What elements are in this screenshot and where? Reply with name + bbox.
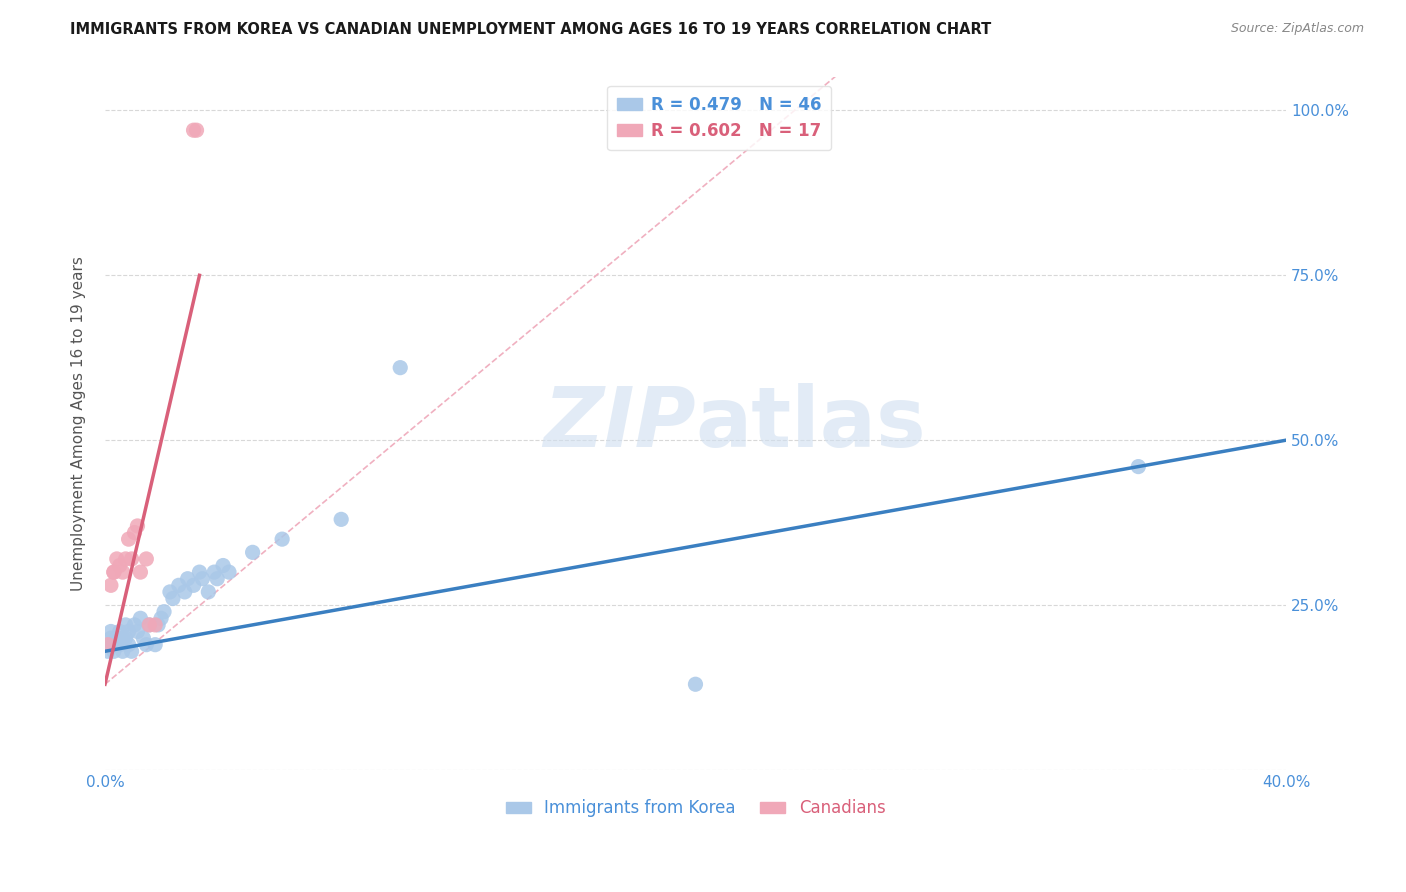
Point	[173, 585, 195, 599]
Legend: Immigrants from Korea, Canadians: Immigrants from Korea, Canadians	[499, 793, 891, 824]
Point	[183, 578, 205, 592]
Point	[105, 638, 128, 652]
Point	[1128, 459, 1150, 474]
Point	[105, 552, 128, 566]
Point	[103, 565, 125, 579]
Point	[330, 512, 353, 526]
Point	[183, 123, 205, 137]
Point	[111, 565, 134, 579]
Point	[117, 638, 139, 652]
Point	[127, 519, 149, 533]
Point	[205, 572, 228, 586]
Point	[685, 677, 707, 691]
Point	[146, 618, 169, 632]
Point	[143, 638, 166, 652]
Point	[114, 618, 136, 632]
Point	[197, 585, 219, 599]
Point	[108, 558, 131, 573]
Point	[129, 565, 152, 579]
Point	[111, 631, 134, 645]
Point	[242, 545, 264, 559]
Point	[153, 605, 176, 619]
Point	[124, 525, 146, 540]
Point	[117, 532, 139, 546]
Point	[132, 631, 155, 645]
Point	[138, 618, 160, 632]
Point	[103, 565, 125, 579]
Point	[129, 611, 152, 625]
Point	[100, 624, 122, 639]
Point	[188, 565, 211, 579]
Y-axis label: Unemployment Among Ages 16 to 19 years: Unemployment Among Ages 16 to 19 years	[72, 256, 86, 591]
Point	[121, 644, 143, 658]
Text: atlas: atlas	[696, 384, 927, 464]
Point	[97, 638, 120, 652]
Point	[212, 558, 235, 573]
Point	[97, 638, 120, 652]
Point	[103, 644, 125, 658]
Point	[111, 644, 134, 658]
Point	[124, 618, 146, 632]
Point	[108, 624, 131, 639]
Point	[202, 565, 225, 579]
Point	[150, 611, 173, 625]
Point	[135, 552, 157, 566]
Point	[117, 624, 139, 639]
Point	[389, 360, 412, 375]
Point	[105, 631, 128, 645]
Point	[114, 631, 136, 645]
Point	[162, 591, 184, 606]
Point	[100, 631, 122, 645]
Point	[271, 532, 294, 546]
Point	[121, 552, 143, 566]
Point	[127, 624, 149, 639]
Point	[176, 572, 198, 586]
Point	[103, 638, 125, 652]
Point	[143, 618, 166, 632]
Point	[135, 638, 157, 652]
Text: IMMIGRANTS FROM KOREA VS CANADIAN UNEMPLOYMENT AMONG AGES 16 TO 19 YEARS CORRELA: IMMIGRANTS FROM KOREA VS CANADIAN UNEMPL…	[70, 22, 991, 37]
Point	[167, 578, 190, 592]
Point	[186, 123, 208, 137]
Text: ZIP: ZIP	[543, 384, 696, 464]
Point	[159, 585, 181, 599]
Point	[218, 565, 240, 579]
Point	[138, 618, 160, 632]
Point	[97, 644, 120, 658]
Point	[191, 572, 214, 586]
Point	[108, 638, 131, 652]
Point	[100, 578, 122, 592]
Text: Source: ZipAtlas.com: Source: ZipAtlas.com	[1230, 22, 1364, 36]
Point	[114, 552, 136, 566]
